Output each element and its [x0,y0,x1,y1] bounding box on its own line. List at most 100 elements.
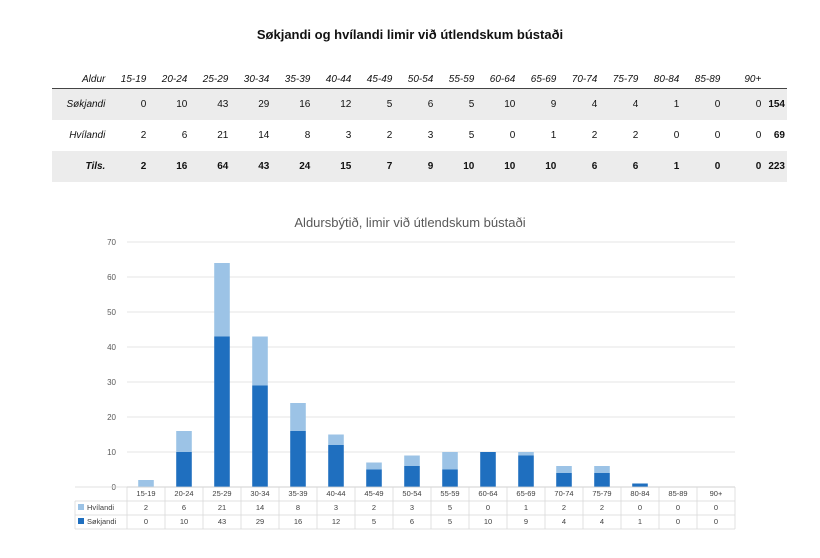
bar-segment [366,462,382,470]
table-header-age-group: 35-39 [271,70,313,89]
table-cell: 0 [681,88,723,120]
data-table-value: 2 [562,503,566,512]
table-row-total: 223 [763,151,787,182]
y-tick-label: 70 [107,238,116,247]
x-category-label: 60-64 [478,489,497,498]
table-cell: 9 [517,88,559,120]
table-cell: 16 [148,151,190,182]
bar-segment [556,473,572,487]
table-cell: 15 [312,151,354,182]
table-cell: 0 [509,130,516,141]
data-table-value: 0 [714,503,718,512]
data-table-value: 0 [676,503,680,512]
y-tick-label: 60 [107,273,116,282]
table-row-label: Søkjandi [52,88,108,120]
x-category-label: 25-29 [212,489,231,498]
y-tick-label: 0 [112,483,117,492]
table-cell: 10 [517,151,559,182]
table-header-age-group: 90+ [722,70,764,89]
bar-segment [290,403,306,431]
table-cell: 0 [755,130,762,141]
table-cell: 10 [476,88,518,120]
data-table-value: 5 [448,517,452,526]
table-cell: 43 [189,88,231,120]
legend-swatch [78,518,84,524]
data-table-value: 0 [486,503,490,512]
x-category-label: 70-74 [554,489,573,498]
x-category-label: 50-54 [402,489,421,498]
table-cell: 1 [640,88,682,120]
table-header-total [763,70,787,89]
data-table-value: 10 [484,517,492,526]
legend-swatch [78,504,84,510]
x-category-label: 35-39 [288,489,307,498]
bar-segment [518,452,534,456]
table-header-age-group: 75-79 [599,70,641,89]
bar-segment [480,452,496,487]
table-cell: 2 [386,130,393,141]
bar-segment [176,452,192,487]
table-cell: 2 [107,151,149,182]
table-header-age-group: 70-74 [558,70,600,89]
bar-segment [632,483,648,487]
table-cell: 6 [394,88,436,120]
data-table-value: 6 [182,503,186,512]
data-table-value: 3 [410,503,414,512]
table-cell: 0 [107,88,149,120]
data-table-value: 14 [256,503,264,512]
data-table-value: 3 [334,503,338,512]
table-header-age-group: 80-84 [640,70,682,89]
table-cell: 1 [640,151,682,182]
table-header-age-group: 50-54 [394,70,436,89]
data-table-value: 4 [562,517,566,526]
table-cell: 2 [140,130,147,141]
y-tick-label: 10 [107,448,116,457]
bar-segment [328,445,344,487]
table-cell: 0 [673,130,680,141]
table-header-row: Aldur 15-19 20-24 25-29 30-34 35-39 40-44 45-49… [52,70,787,89]
table-cell: 5 [468,130,475,141]
table-cell: 10 [435,151,477,182]
table-header-age-group: 65-69 [517,70,559,89]
table-row: Tils. 2 16 64 43 24 15 7 9 10 10 10 6 6 1 0 0 223 [52,151,787,182]
table-cell: 16 [271,88,313,120]
table-cell: 2 [591,130,598,141]
bar-segment [556,466,572,473]
data-table-value: 2 [600,503,604,512]
x-category-label: 40-44 [326,489,345,498]
table-cell: 5 [435,88,477,120]
data-table-value: 5 [448,503,452,512]
legend-label: Hvílandi [87,503,114,512]
data-table-value: 0 [638,503,642,512]
x-category-label: 90+ [710,489,723,498]
bar-segment [594,466,610,473]
table-cell: 24 [271,151,313,182]
bar-segment [442,452,458,470]
bar-segment [252,385,268,487]
table-cell: 6 [181,130,188,141]
data-table-value: 16 [294,517,302,526]
table-cell: 6 [558,151,600,182]
table-cell: 3 [345,130,352,141]
legend-label: Søkjandi [87,517,117,526]
x-category-label: 30-34 [250,489,269,498]
table-cell: 21 [217,130,229,141]
table-header-age-label: Aldur [52,70,108,89]
table-cell: 0 [722,151,764,182]
bar-segment [290,431,306,487]
table-header-age-group: 20-24 [148,70,190,89]
table-cell: 43 [230,151,272,182]
data-table-value: 2 [144,503,148,512]
bar-segment [214,263,230,337]
data-table-value: 12 [332,517,340,526]
table-cell: 7 [353,151,395,182]
bar-segment [252,336,268,386]
bar-segment [442,469,458,487]
table-cell: 9 [394,151,436,182]
bar-segment [518,455,534,487]
table-header-age-group: 30-34 [230,70,272,89]
y-tick-label: 20 [107,413,116,422]
table-cell: 8 [304,130,311,141]
data-table-value: 4 [600,517,604,526]
x-category-label: 75-79 [592,489,611,498]
